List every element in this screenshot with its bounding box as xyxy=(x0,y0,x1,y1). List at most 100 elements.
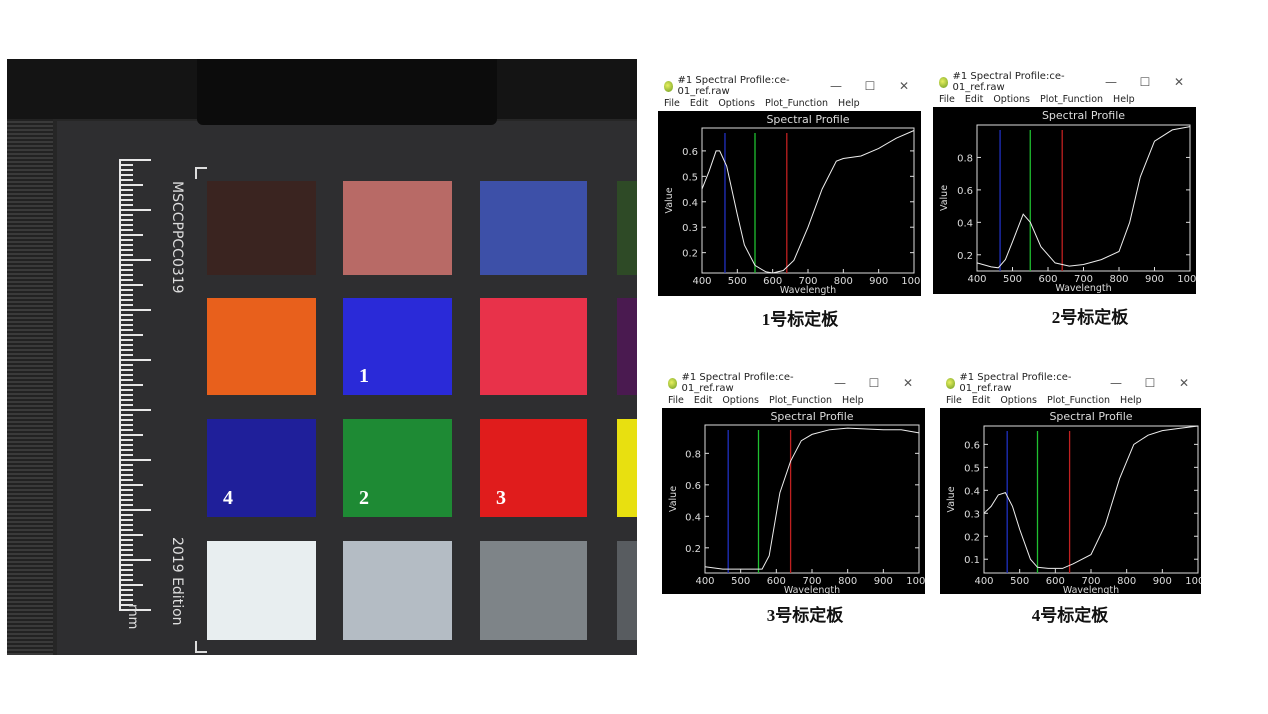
ruler-tick xyxy=(119,529,133,531)
ruler-tick xyxy=(119,244,133,246)
x-tick-label: 800 xyxy=(834,276,853,287)
ruler-tick xyxy=(119,344,133,346)
x-tick-label: 500 xyxy=(1003,274,1022,285)
ruler-tick xyxy=(119,554,133,556)
y-tick-label: 0.1 xyxy=(964,555,980,566)
menu-plot-function[interactable]: Plot_Function xyxy=(1039,94,1104,105)
menu-plot-function[interactable]: Plot_Function xyxy=(768,395,833,406)
menu-edit[interactable]: Edit xyxy=(689,98,709,109)
maximize-button[interactable]: ☐ xyxy=(1144,376,1156,390)
menu-options[interactable]: Options xyxy=(993,94,1030,105)
close-button[interactable]: ✕ xyxy=(902,376,914,390)
mm-ruler xyxy=(119,159,159,611)
ruler-tick xyxy=(119,309,151,311)
ruler-tick xyxy=(119,184,143,186)
ruler-tick xyxy=(119,294,133,296)
ruler-tick xyxy=(119,269,133,271)
menu-bar: File Edit Options Plot_Function Help xyxy=(662,393,925,408)
axes-frame xyxy=(704,424,920,574)
x-tick-label: 700 xyxy=(1074,274,1093,285)
x-tick-label: 800 xyxy=(838,576,857,587)
x-tick-label: 600 xyxy=(1046,576,1065,587)
color-patch xyxy=(207,419,316,517)
menu-options[interactable]: Options xyxy=(722,395,759,406)
y-tick-label: 0.2 xyxy=(964,532,980,543)
minimize-button[interactable]: — xyxy=(1105,75,1117,89)
y-tick-label: 0.6 xyxy=(964,440,980,451)
ruler-tick xyxy=(119,284,143,286)
chart-title: Spectral Profile xyxy=(770,410,853,423)
app-icon xyxy=(939,76,949,88)
menu-help[interactable]: Help xyxy=(842,395,864,406)
menu-options[interactable]: Options xyxy=(718,98,755,109)
menu-edit[interactable]: Edit xyxy=(964,94,984,105)
ruler-tick xyxy=(119,164,133,166)
ruler-tick xyxy=(119,204,133,206)
menu-help[interactable]: Help xyxy=(1120,395,1142,406)
ruler-tick xyxy=(119,304,133,306)
minimize-button[interactable]: — xyxy=(1110,376,1122,390)
title-bar: #1 Spectral Profile:ce-01_ref.raw — ☐ ✕ xyxy=(940,372,1201,394)
minimize-button[interactable]: — xyxy=(834,376,846,390)
app-icon xyxy=(664,80,674,92)
ruler-tick xyxy=(119,339,133,341)
ruler-tick xyxy=(119,604,133,606)
menu-plot-function[interactable]: Plot_Function xyxy=(764,98,829,109)
close-button[interactable]: ✕ xyxy=(1173,75,1185,89)
menu-file[interactable]: File xyxy=(668,395,684,406)
ruler-tick xyxy=(119,394,133,396)
color-patch xyxy=(343,181,452,275)
color-patch xyxy=(617,181,637,275)
maximize-button[interactable]: ☐ xyxy=(864,79,876,93)
maximize-button[interactable]: ☐ xyxy=(868,376,880,390)
menu-file[interactable]: File xyxy=(946,395,962,406)
maximize-button[interactable]: ☐ xyxy=(1139,75,1151,89)
x-tick-label: 700 xyxy=(798,276,817,287)
ruler-tick xyxy=(119,569,133,571)
menu-edit[interactable]: Edit xyxy=(693,395,713,406)
ruler-tick xyxy=(119,274,133,276)
x-tick-label: 800 xyxy=(1109,274,1128,285)
ruler-tick xyxy=(119,254,133,256)
minimize-button[interactable]: — xyxy=(830,79,842,93)
ruler-tick xyxy=(119,229,133,231)
menu-plot-function[interactable]: Plot_Function xyxy=(1046,395,1111,406)
patch-number-label: 2 xyxy=(359,487,369,509)
chart-title: Spectral Profile xyxy=(1042,109,1125,122)
ruler-tick xyxy=(119,439,133,441)
ruler-tick xyxy=(119,299,133,301)
window-title: #1 Spectral Profile:ce-01_ref.raw xyxy=(959,372,1072,394)
menu-options[interactable]: Options xyxy=(1000,395,1037,406)
ruler-tick xyxy=(119,199,133,201)
ruler-tick xyxy=(119,239,133,241)
menu-help[interactable]: Help xyxy=(1113,94,1135,105)
color-patch xyxy=(480,298,587,395)
ruler-tick xyxy=(119,434,143,436)
menu-file[interactable]: File xyxy=(939,94,955,105)
x-tick-label: 500 xyxy=(1010,576,1029,587)
x-axis-label: Wavelength xyxy=(780,285,836,296)
menu-help[interactable]: Help xyxy=(838,98,860,109)
y-axis-label: Value xyxy=(939,185,950,211)
x-tick-label: 600 xyxy=(767,576,786,587)
ruler-tick xyxy=(119,559,151,561)
y-tick-label: 0.4 xyxy=(685,512,701,523)
ruler-tick xyxy=(119,364,133,366)
ruler-tick xyxy=(119,504,133,506)
close-button[interactable]: ✕ xyxy=(1178,376,1190,390)
x-tick-label: 900 xyxy=(1153,576,1172,587)
ruler-tick xyxy=(119,449,133,451)
ruler-tick xyxy=(119,329,133,331)
close-button[interactable]: ✕ xyxy=(898,79,910,93)
spectrum-line xyxy=(983,425,1199,569)
ruler-tick xyxy=(119,219,133,221)
title-bar: #1 Spectral Profile:ce-01_ref.raw — ☐ ✕ xyxy=(658,75,921,97)
menu-edit[interactable]: Edit xyxy=(971,395,991,406)
menu-file[interactable]: File xyxy=(664,98,680,109)
x-tick-label: 500 xyxy=(731,576,750,587)
